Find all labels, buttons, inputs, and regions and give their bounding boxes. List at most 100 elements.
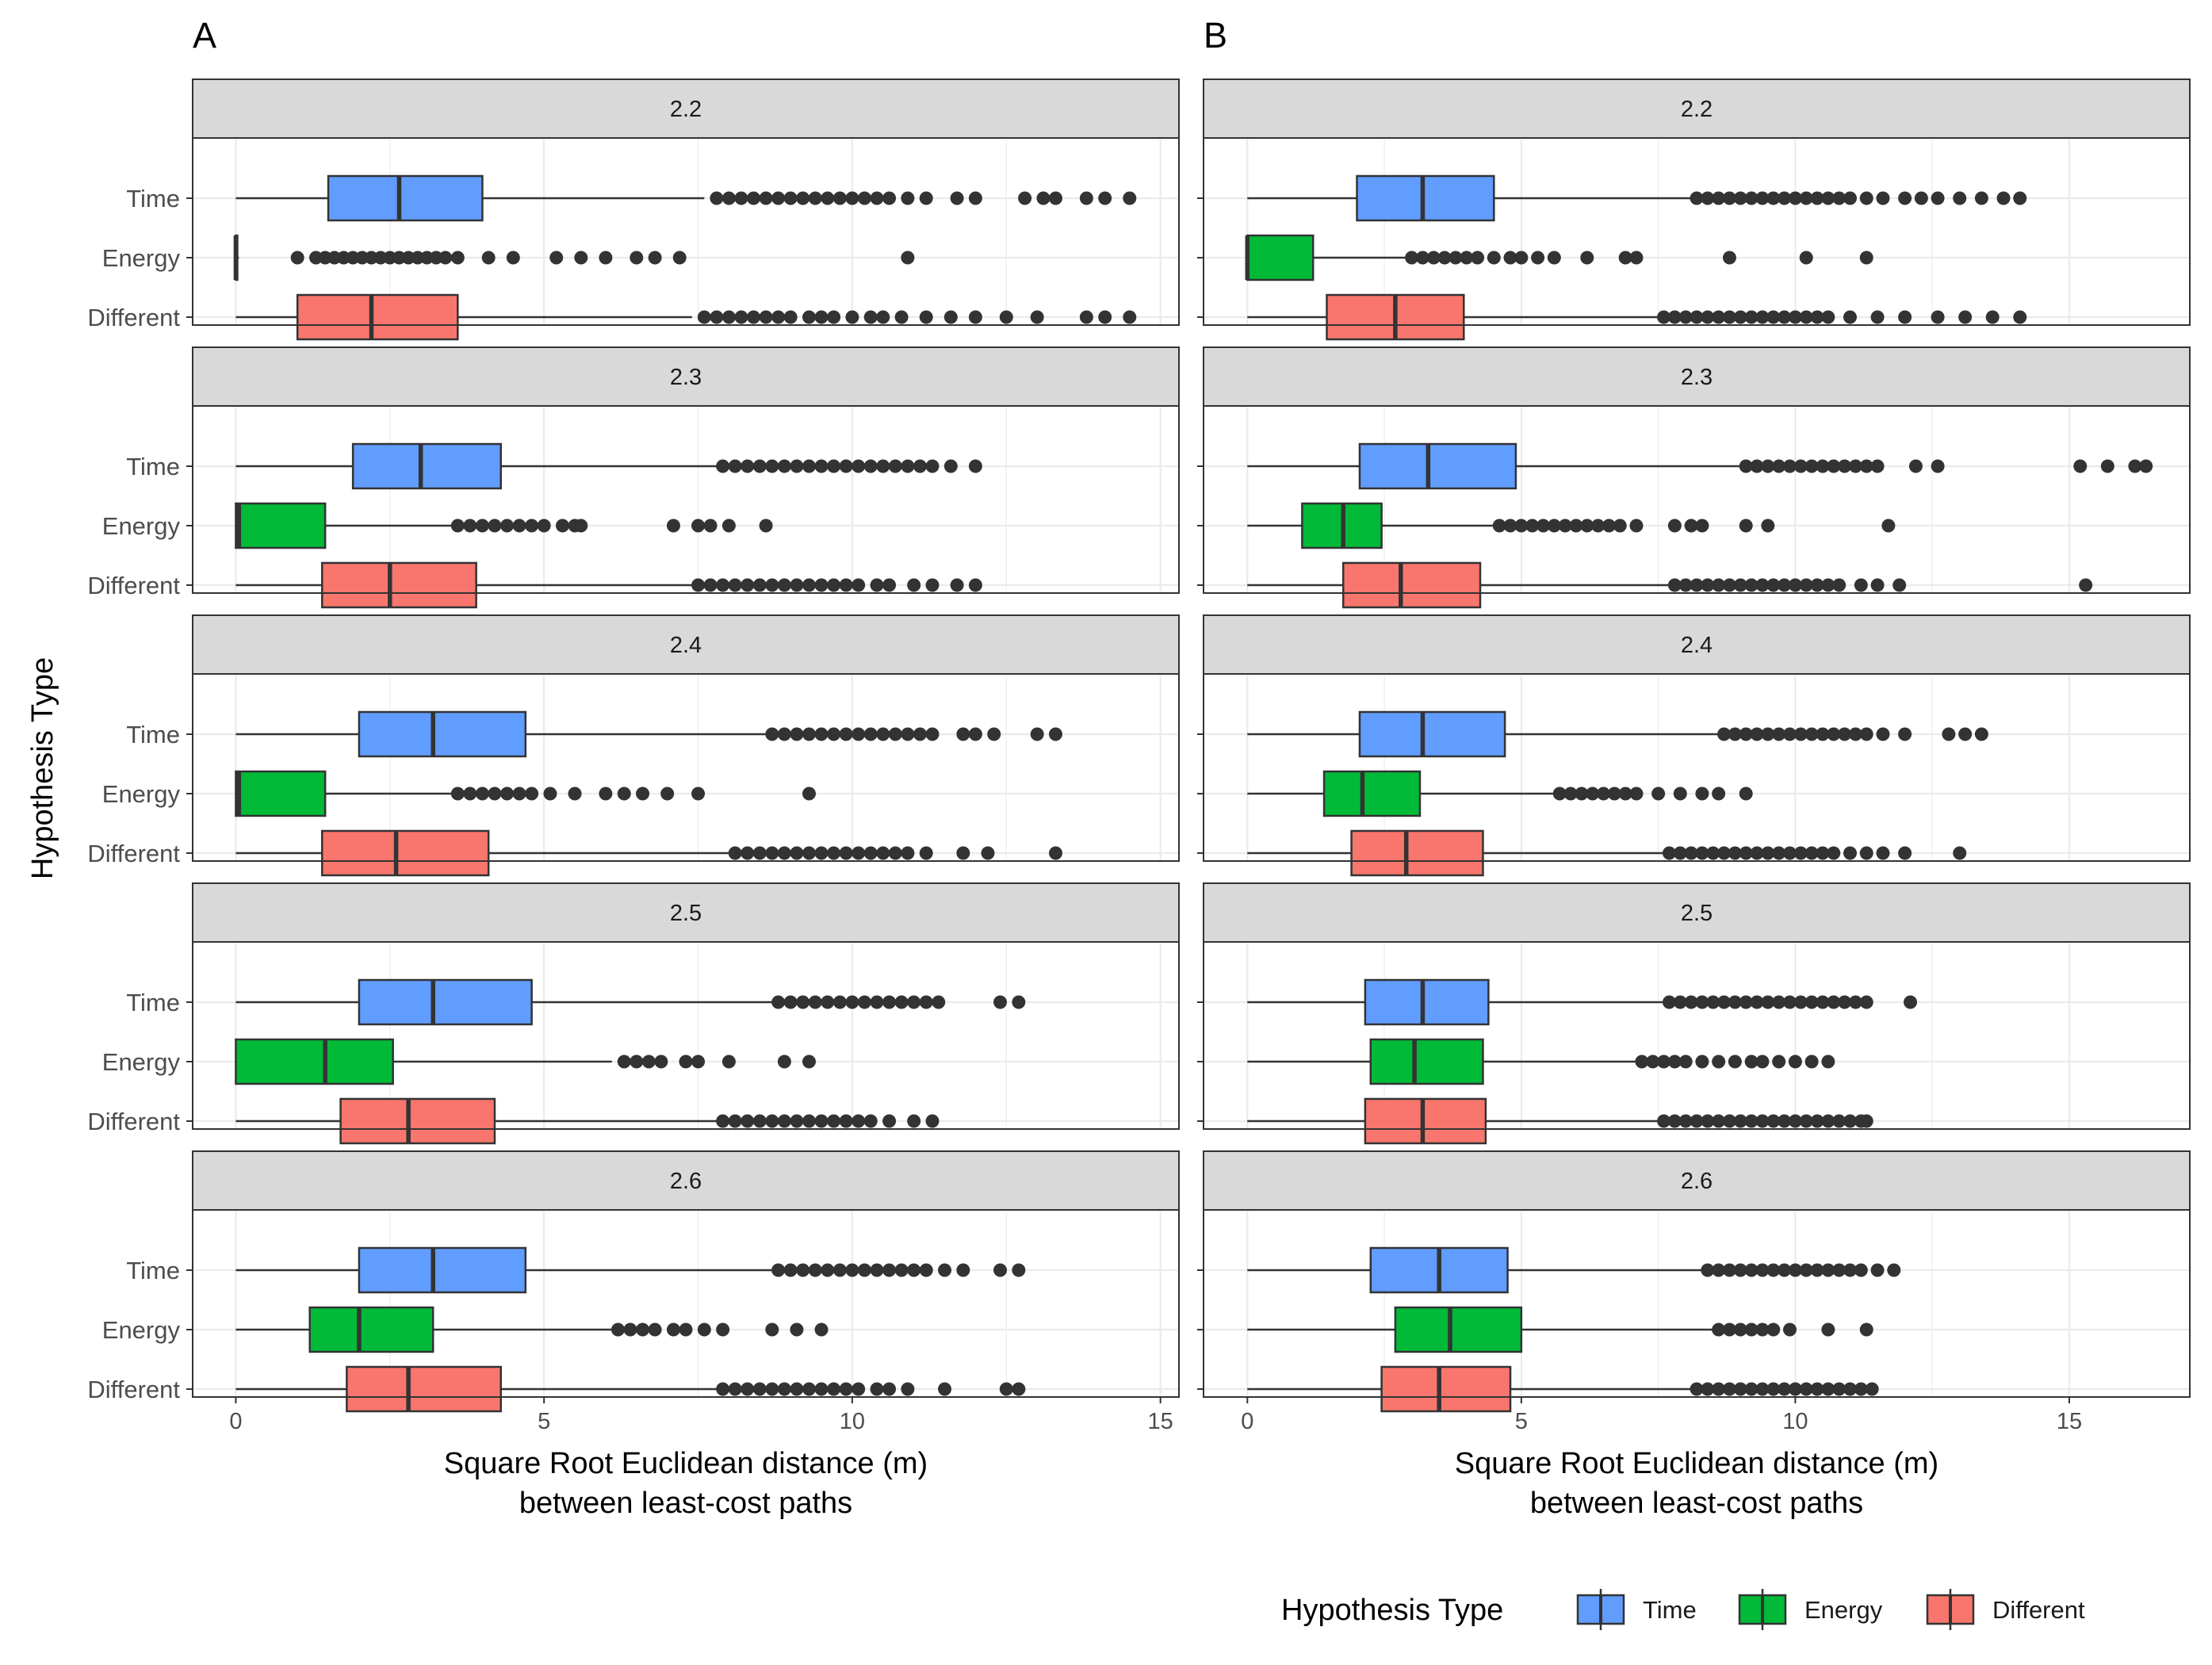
- outlier-point: [716, 1322, 730, 1337]
- outlier-point: [1755, 578, 1770, 592]
- outlier-point: [1712, 1263, 1726, 1277]
- outlier-point: [1728, 846, 1742, 860]
- x-tick-label: 0: [229, 1409, 242, 1434]
- outlier-point: [1036, 191, 1051, 205]
- box-different: [1247, 829, 1967, 877]
- outlier-point: [1914, 191, 1928, 205]
- outlier-point: [1733, 1263, 1747, 1277]
- y-tick-label: Energy: [102, 780, 181, 808]
- outlier-point: [1744, 1114, 1759, 1128]
- outlier-point: [1651, 787, 1666, 801]
- outlier-point: [1870, 578, 1885, 592]
- outlier-point: [1832, 578, 1847, 592]
- outlier-point: [1821, 1054, 1835, 1069]
- outlier-point: [1810, 1263, 1824, 1277]
- outlier-point: [1662, 846, 1676, 860]
- outlier-point: [1788, 191, 1802, 205]
- facet-strip-label: 2.6: [1681, 1169, 1713, 1194]
- outlier-point: [543, 787, 557, 801]
- outlier-point: [734, 310, 748, 324]
- outlier-point: [1804, 846, 1819, 860]
- outlier-point: [1744, 1263, 1759, 1277]
- outlier-point: [1635, 1054, 1649, 1069]
- outlier-point: [821, 191, 835, 205]
- box-energy: [1247, 1306, 1873, 1353]
- outlier-point: [999, 310, 1013, 324]
- outlier-point: [1843, 1263, 1858, 1277]
- outlier-point: [925, 727, 940, 741]
- facet-2.4: 2.4 Time Energy Different: [87, 614, 1180, 877]
- outlier-point: [1049, 191, 1062, 205]
- box-time: [1247, 1246, 1901, 1294]
- outlier-point: [943, 310, 958, 324]
- outlier-point: [1793, 727, 1808, 741]
- legend-label: Time: [1643, 1596, 1697, 1624]
- outlier-point: [666, 519, 680, 533]
- outlier-point: [1788, 1263, 1802, 1277]
- outlier-point: [771, 1263, 786, 1277]
- outlier-point: [888, 846, 902, 860]
- outlier-point: [882, 1114, 897, 1128]
- outlier-point: [802, 846, 816, 860]
- outlier-point: [870, 191, 884, 205]
- y-tick-label: Different: [87, 572, 180, 599]
- outlier-point: [710, 191, 724, 205]
- outlier-point: [1788, 1054, 1802, 1069]
- box-different: [1247, 1097, 1873, 1145]
- outlier-point: [1123, 310, 1137, 324]
- outlier-point: [950, 191, 964, 205]
- y-tick-label: Different: [87, 1376, 180, 1403]
- outlier-point: [882, 1382, 897, 1396]
- outlier-point: [716, 1382, 730, 1396]
- legend-title: Hypothesis Type: [1281, 1594, 1503, 1627]
- outlier-point: [1678, 1114, 1693, 1128]
- legend-item-different: Different: [1926, 1589, 2085, 1630]
- outlier-point: [1733, 1382, 1747, 1396]
- outlier-point: [1695, 846, 1709, 860]
- outlier-point: [863, 310, 878, 324]
- outlier-point: [894, 1263, 909, 1277]
- outlier-point: [450, 787, 465, 801]
- outlier-point: [1701, 1263, 1715, 1277]
- outlier-point: [512, 787, 526, 801]
- outlier-point: [771, 310, 786, 324]
- panel-border: [1203, 1209, 2191, 1398]
- outlier-point: [1629, 519, 1644, 533]
- outlier-point: [1695, 1054, 1709, 1069]
- outlier-point: [1547, 251, 1561, 265]
- outlier-point: [1701, 1114, 1715, 1128]
- outlier-point: [852, 1114, 866, 1128]
- facet-strip: [1203, 1150, 2191, 1211]
- outlier-point: [1870, 459, 1885, 473]
- box-time: [235, 978, 1026, 1026]
- outlier-point: [814, 1322, 829, 1337]
- outlier-point: [783, 191, 798, 205]
- outlier-point: [802, 1054, 816, 1069]
- outlier-point: [1492, 519, 1506, 533]
- box-different: [1247, 1365, 1879, 1413]
- outlier-point: [1810, 310, 1824, 324]
- panel-border: [1203, 405, 2191, 594]
- outlier-point: [968, 310, 982, 324]
- outlier-point: [852, 727, 866, 741]
- outlier-point: [1722, 1382, 1736, 1396]
- box-energy: [1247, 770, 1753, 817]
- outlier-point: [1049, 846, 1062, 860]
- outlier-point: [525, 519, 539, 533]
- outlier-point: [1843, 846, 1858, 860]
- outlier-point: [1437, 251, 1452, 265]
- outlier-point: [450, 519, 465, 533]
- outlier-point: [1766, 1322, 1781, 1337]
- outlier-point: [968, 191, 982, 205]
- outlier-point: [1673, 787, 1687, 801]
- outlier-point: [901, 251, 915, 265]
- box-iqr: [296, 293, 459, 341]
- outlier-point: [777, 846, 791, 860]
- outlier-point: [839, 459, 853, 473]
- outlier-point: [1701, 578, 1715, 592]
- outlier-point: [1750, 846, 1764, 860]
- outlier-point: [1804, 727, 1819, 741]
- outlier-point: [1098, 310, 1112, 324]
- outlier-point: [1778, 1263, 1792, 1277]
- outlier-point: [716, 459, 730, 473]
